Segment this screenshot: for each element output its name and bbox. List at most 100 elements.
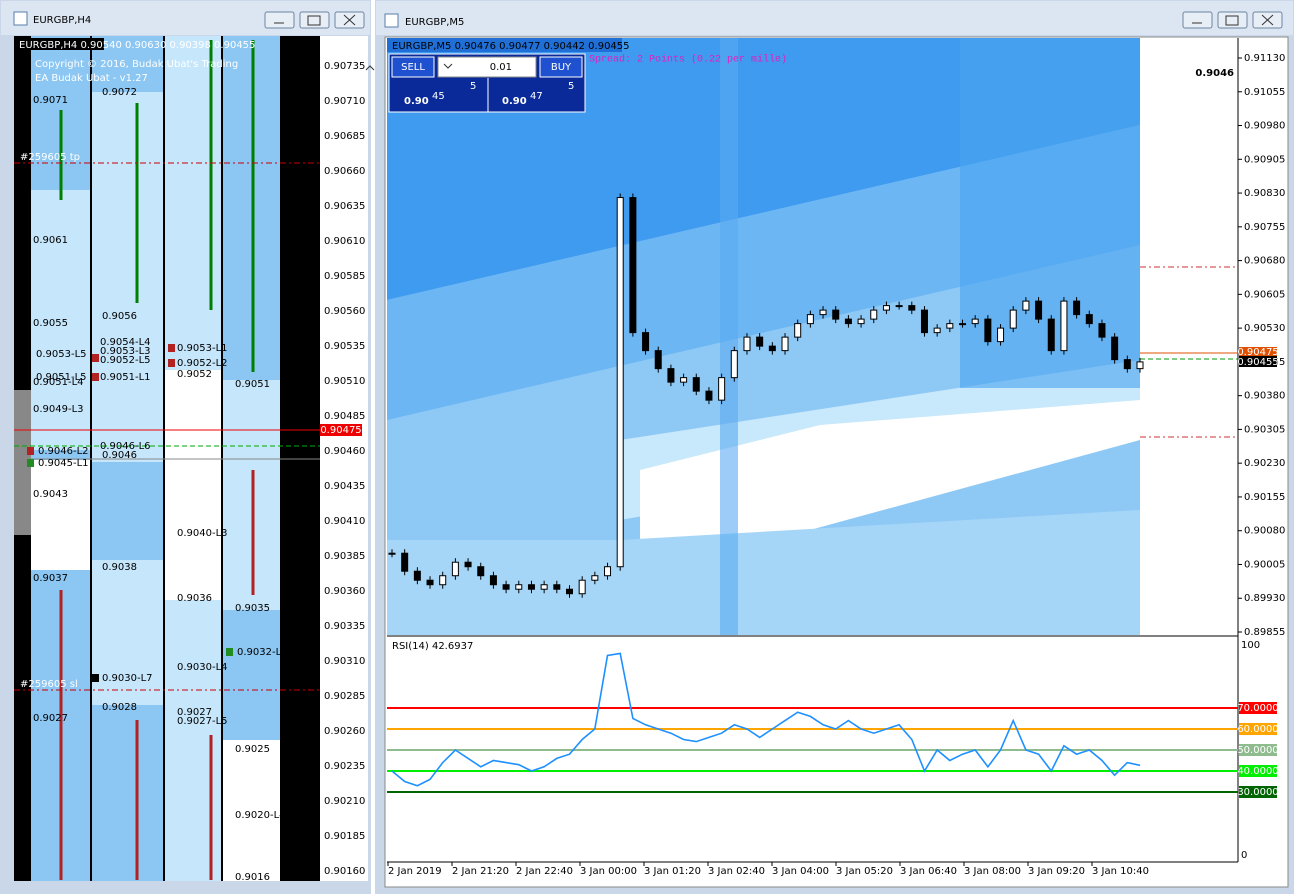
rsi-tick-label: 0	[1241, 850, 1247, 861]
level-label: 0.9025	[235, 744, 270, 755]
right-titlebar	[376, 1, 1293, 35]
price-tick-label: 0.90005	[1244, 559, 1285, 570]
marker	[27, 459, 34, 467]
price-tick-label: 0.90435	[324, 481, 365, 492]
candle	[997, 327, 1005, 343]
candle	[1085, 314, 1093, 325]
order-tp: #259605 tp	[20, 152, 80, 163]
candle	[540, 584, 548, 590]
rsi-level-label: 40.0000	[1237, 766, 1278, 777]
window-icon	[384, 13, 399, 28]
price-tick-label: 0.90710	[324, 96, 365, 107]
level-label: 0.9027	[177, 707, 212, 718]
candle	[920, 309, 928, 334]
price-tick-label: 0.90905	[1244, 154, 1285, 165]
sell-pips: 45	[432, 91, 445, 102]
price-tick-label: 0.91130	[1244, 53, 1285, 64]
price-tick-label: 0.90660	[324, 166, 365, 177]
price-tick-label: 0.90685	[324, 131, 365, 142]
marker	[168, 344, 175, 352]
maximize-button[interactable]	[299, 11, 330, 29]
candle	[933, 327, 941, 334]
candle	[895, 305, 903, 308]
time-tick-label: 3 Jan 00:00	[580, 866, 637, 877]
candle	[806, 314, 814, 325]
window-icon	[13, 11, 28, 26]
candle	[604, 566, 612, 577]
price-tick-label: 0.90680	[1244, 256, 1285, 267]
level-label: 0.9046-L6	[100, 441, 151, 452]
candle	[413, 570, 421, 581]
level-label: 0.9046	[102, 450, 137, 461]
candle	[1111, 336, 1119, 361]
price-tick-label: 0.90585	[324, 271, 365, 282]
marker	[226, 648, 233, 656]
buy-pips: 47	[530, 91, 543, 102]
level-label: 0.9053-L1	[177, 343, 228, 354]
order-sl: #259605 sl	[20, 679, 78, 690]
level-label: 0.9051-L4	[33, 377, 84, 388]
level-label: 0.9032-L1	[237, 647, 288, 658]
level-label: 0.9045-L1	[38, 458, 89, 469]
candle	[654, 350, 662, 370]
level-label: 0.9037	[33, 573, 68, 584]
candle	[464, 561, 472, 568]
price-tick-label: 0.90385	[324, 551, 365, 562]
level-label: 0.9030-L7	[102, 673, 153, 684]
level-label: 0.9020-L4	[235, 810, 286, 821]
candle	[439, 575, 447, 586]
maximize-button[interactable]	[1217, 11, 1248, 29]
candle	[882, 305, 890, 311]
sell-point: 5	[470, 81, 476, 92]
marker	[92, 354, 99, 362]
candle	[781, 336, 789, 352]
candle	[870, 309, 878, 320]
time-tick-label: 3 Jan 05:20	[836, 866, 893, 877]
candle	[908, 305, 916, 311]
buy-button[interactable]	[539, 56, 583, 78]
price-tick-label: 0.90610	[324, 236, 365, 247]
level-label: 0.9061	[33, 235, 68, 246]
current-price-tag	[320, 424, 362, 436]
candle	[1073, 300, 1081, 316]
level-label: 0.9038	[102, 562, 137, 573]
price-tick-label: 0.90155	[1244, 492, 1285, 503]
band	[387, 125, 1140, 420]
right-chart-header: EURGBP,M5 0.90476 0.90477 0.90442 0.9045…	[392, 41, 630, 52]
price-tick-label: 0.90235	[324, 761, 365, 772]
left-title: EURGBP,H4	[33, 15, 91, 26]
bid-tag	[1239, 356, 1277, 367]
column-zone	[92, 560, 163, 705]
band	[387, 510, 1140, 635]
level-label: 0.9043	[33, 489, 68, 500]
rsi-level-tag	[1239, 744, 1277, 756]
price-tick-label: 0.90535	[324, 341, 365, 352]
candle	[730, 350, 738, 379]
candle	[515, 584, 523, 590]
price-tick-label: 0.90305	[1244, 424, 1285, 435]
sell-button[interactable]	[391, 56, 435, 78]
price-tick-label: 0.89930	[1244, 593, 1285, 604]
price-tick-label: 0.90360	[324, 586, 365, 597]
candle	[1123, 359, 1131, 370]
lot-input[interactable]	[437, 56, 537, 78]
price-tick-label: 0.90185	[324, 831, 365, 842]
time-tick-label: 3 Jan 06:40	[900, 866, 957, 877]
column-zone	[92, 92, 163, 462]
level-label: 0.9052	[177, 369, 212, 380]
price-tick-label: 0.89855	[1244, 627, 1285, 638]
level-label: 0.9036	[177, 593, 212, 604]
marker	[27, 447, 34, 455]
price-tick-label: 0.90160	[324, 866, 365, 877]
buy-figure: 0.90	[502, 96, 527, 107]
price-tick-label: 0.90460	[324, 446, 365, 457]
buy-label: BUY	[551, 62, 572, 73]
rsi-tick-label: 100	[1241, 640, 1260, 651]
right-title: EURGBP,M5	[405, 17, 464, 28]
minimize-button[interactable]	[1182, 11, 1213, 29]
candle	[819, 309, 827, 316]
price-tick-label: 0.90830	[1244, 188, 1285, 199]
minimize-button[interactable]	[264, 11, 295, 29]
sell-figure: 0.90	[404, 96, 429, 107]
band	[640, 400, 1140, 620]
